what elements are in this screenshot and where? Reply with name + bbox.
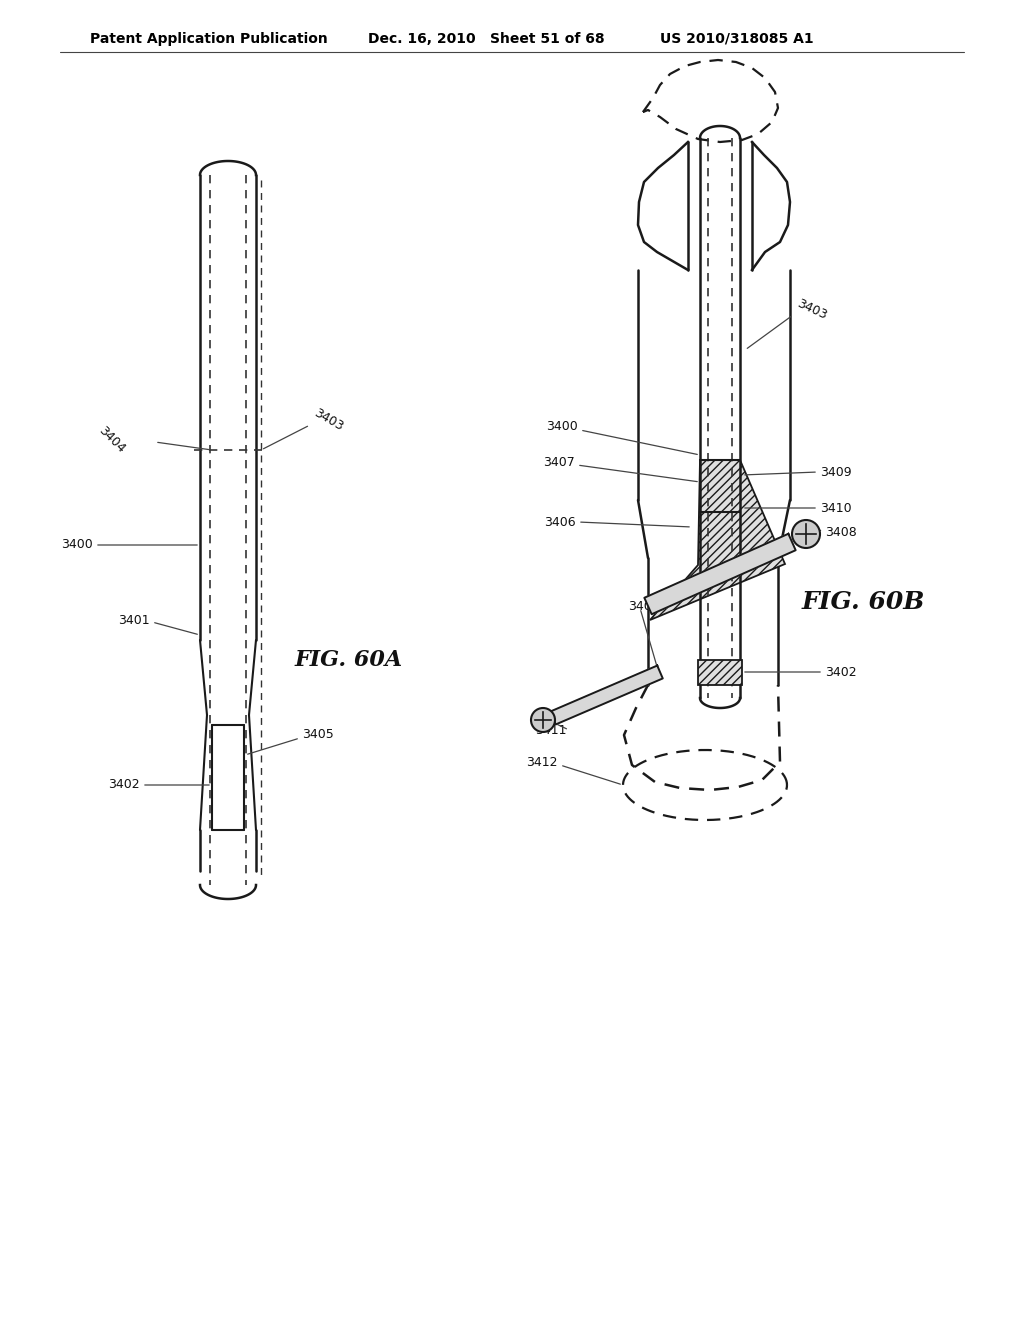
Text: 3403: 3403	[312, 407, 346, 433]
Text: 3408: 3408	[825, 525, 857, 539]
Text: 3404: 3404	[96, 424, 128, 455]
Text: 3402: 3402	[109, 779, 140, 792]
Text: Sheet 51 of 68: Sheet 51 of 68	[490, 32, 604, 46]
Polygon shape	[650, 459, 785, 620]
Text: 3406: 3406	[545, 516, 575, 528]
Text: 3412: 3412	[526, 755, 558, 768]
Polygon shape	[644, 533, 796, 614]
Text: 3405: 3405	[302, 729, 334, 742]
Text: 3409: 3409	[820, 466, 852, 479]
Text: Patent Application Publication: Patent Application Publication	[90, 32, 328, 46]
Text: 3400: 3400	[61, 539, 93, 552]
Text: 3409: 3409	[628, 599, 659, 612]
Text: FIG. 60A: FIG. 60A	[295, 649, 403, 671]
Text: 3410: 3410	[820, 502, 852, 515]
Text: 3400: 3400	[546, 421, 578, 433]
Text: 3402: 3402	[825, 665, 857, 678]
Text: Dec. 16, 2010: Dec. 16, 2010	[368, 32, 475, 46]
Text: 3401: 3401	[119, 614, 150, 627]
Text: US 2010/318085 A1: US 2010/318085 A1	[660, 32, 814, 46]
Circle shape	[792, 520, 820, 548]
Text: FIG. 60B: FIG. 60B	[802, 590, 926, 614]
Text: 3407: 3407	[544, 455, 575, 469]
Circle shape	[531, 708, 555, 733]
Text: 3411: 3411	[536, 723, 567, 737]
Polygon shape	[550, 665, 663, 725]
Text: 3403: 3403	[795, 297, 829, 322]
Polygon shape	[698, 660, 742, 685]
